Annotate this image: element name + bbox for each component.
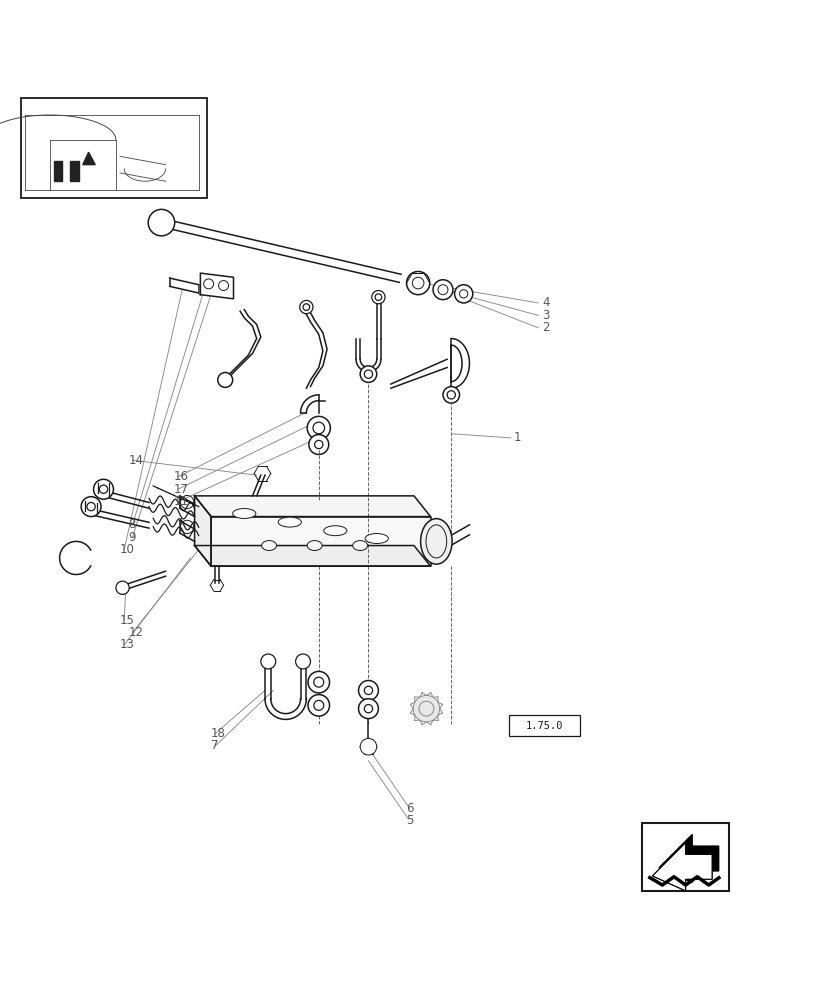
Circle shape: [442, 387, 459, 403]
Circle shape: [358, 699, 378, 719]
Text: 9: 9: [128, 531, 136, 544]
Polygon shape: [83, 152, 95, 165]
Circle shape: [308, 671, 329, 693]
Ellipse shape: [278, 517, 301, 527]
Text: 3: 3: [542, 309, 549, 322]
Text: 2: 2: [542, 321, 549, 334]
Circle shape: [406, 271, 429, 295]
Circle shape: [360, 738, 376, 755]
Ellipse shape: [425, 525, 447, 558]
Text: 1: 1: [513, 431, 520, 444]
Text: 6: 6: [405, 802, 413, 815]
Polygon shape: [211, 517, 430, 566]
Circle shape: [308, 695, 329, 716]
Circle shape: [308, 435, 328, 454]
Text: 10: 10: [120, 543, 135, 556]
Text: 8: 8: [128, 518, 136, 531]
Text: 17: 17: [174, 483, 189, 496]
Ellipse shape: [232, 509, 256, 518]
Text: 5: 5: [405, 814, 413, 827]
Bar: [509, 715, 579, 736]
Ellipse shape: [365, 534, 388, 543]
Circle shape: [360, 366, 376, 382]
Polygon shape: [652, 843, 711, 891]
Polygon shape: [652, 843, 711, 891]
Ellipse shape: [307, 541, 322, 551]
Circle shape: [93, 479, 113, 499]
Polygon shape: [194, 546, 430, 566]
Circle shape: [299, 300, 313, 314]
Text: 11: 11: [174, 495, 189, 508]
Text: 1.75.0: 1.75.0: [525, 721, 562, 731]
Polygon shape: [200, 273, 233, 299]
Circle shape: [358, 681, 378, 700]
Text: 15: 15: [120, 614, 135, 627]
Circle shape: [307, 416, 330, 440]
Circle shape: [454, 285, 472, 303]
Bar: [641, 823, 728, 891]
Circle shape: [261, 654, 275, 669]
Polygon shape: [54, 161, 62, 181]
Circle shape: [371, 291, 385, 304]
Polygon shape: [194, 496, 430, 517]
Ellipse shape: [352, 541, 367, 551]
Polygon shape: [194, 496, 211, 566]
Circle shape: [433, 280, 452, 300]
Text: 7: 7: [211, 739, 218, 752]
Text: 13: 13: [120, 638, 135, 651]
Polygon shape: [658, 835, 718, 883]
Text: 4: 4: [542, 296, 549, 309]
Text: 14: 14: [128, 454, 143, 467]
Circle shape: [116, 581, 129, 594]
Circle shape: [218, 372, 232, 387]
Text: 16: 16: [174, 470, 189, 483]
Ellipse shape: [261, 541, 276, 551]
Text: 12: 12: [128, 626, 143, 639]
Circle shape: [295, 654, 310, 669]
Ellipse shape: [420, 519, 452, 564]
Circle shape: [81, 497, 101, 517]
Circle shape: [148, 209, 174, 236]
Text: 18: 18: [211, 727, 226, 740]
Polygon shape: [70, 161, 79, 181]
Ellipse shape: [323, 526, 347, 536]
Bar: [21, 98, 207, 198]
Circle shape: [413, 695, 439, 722]
